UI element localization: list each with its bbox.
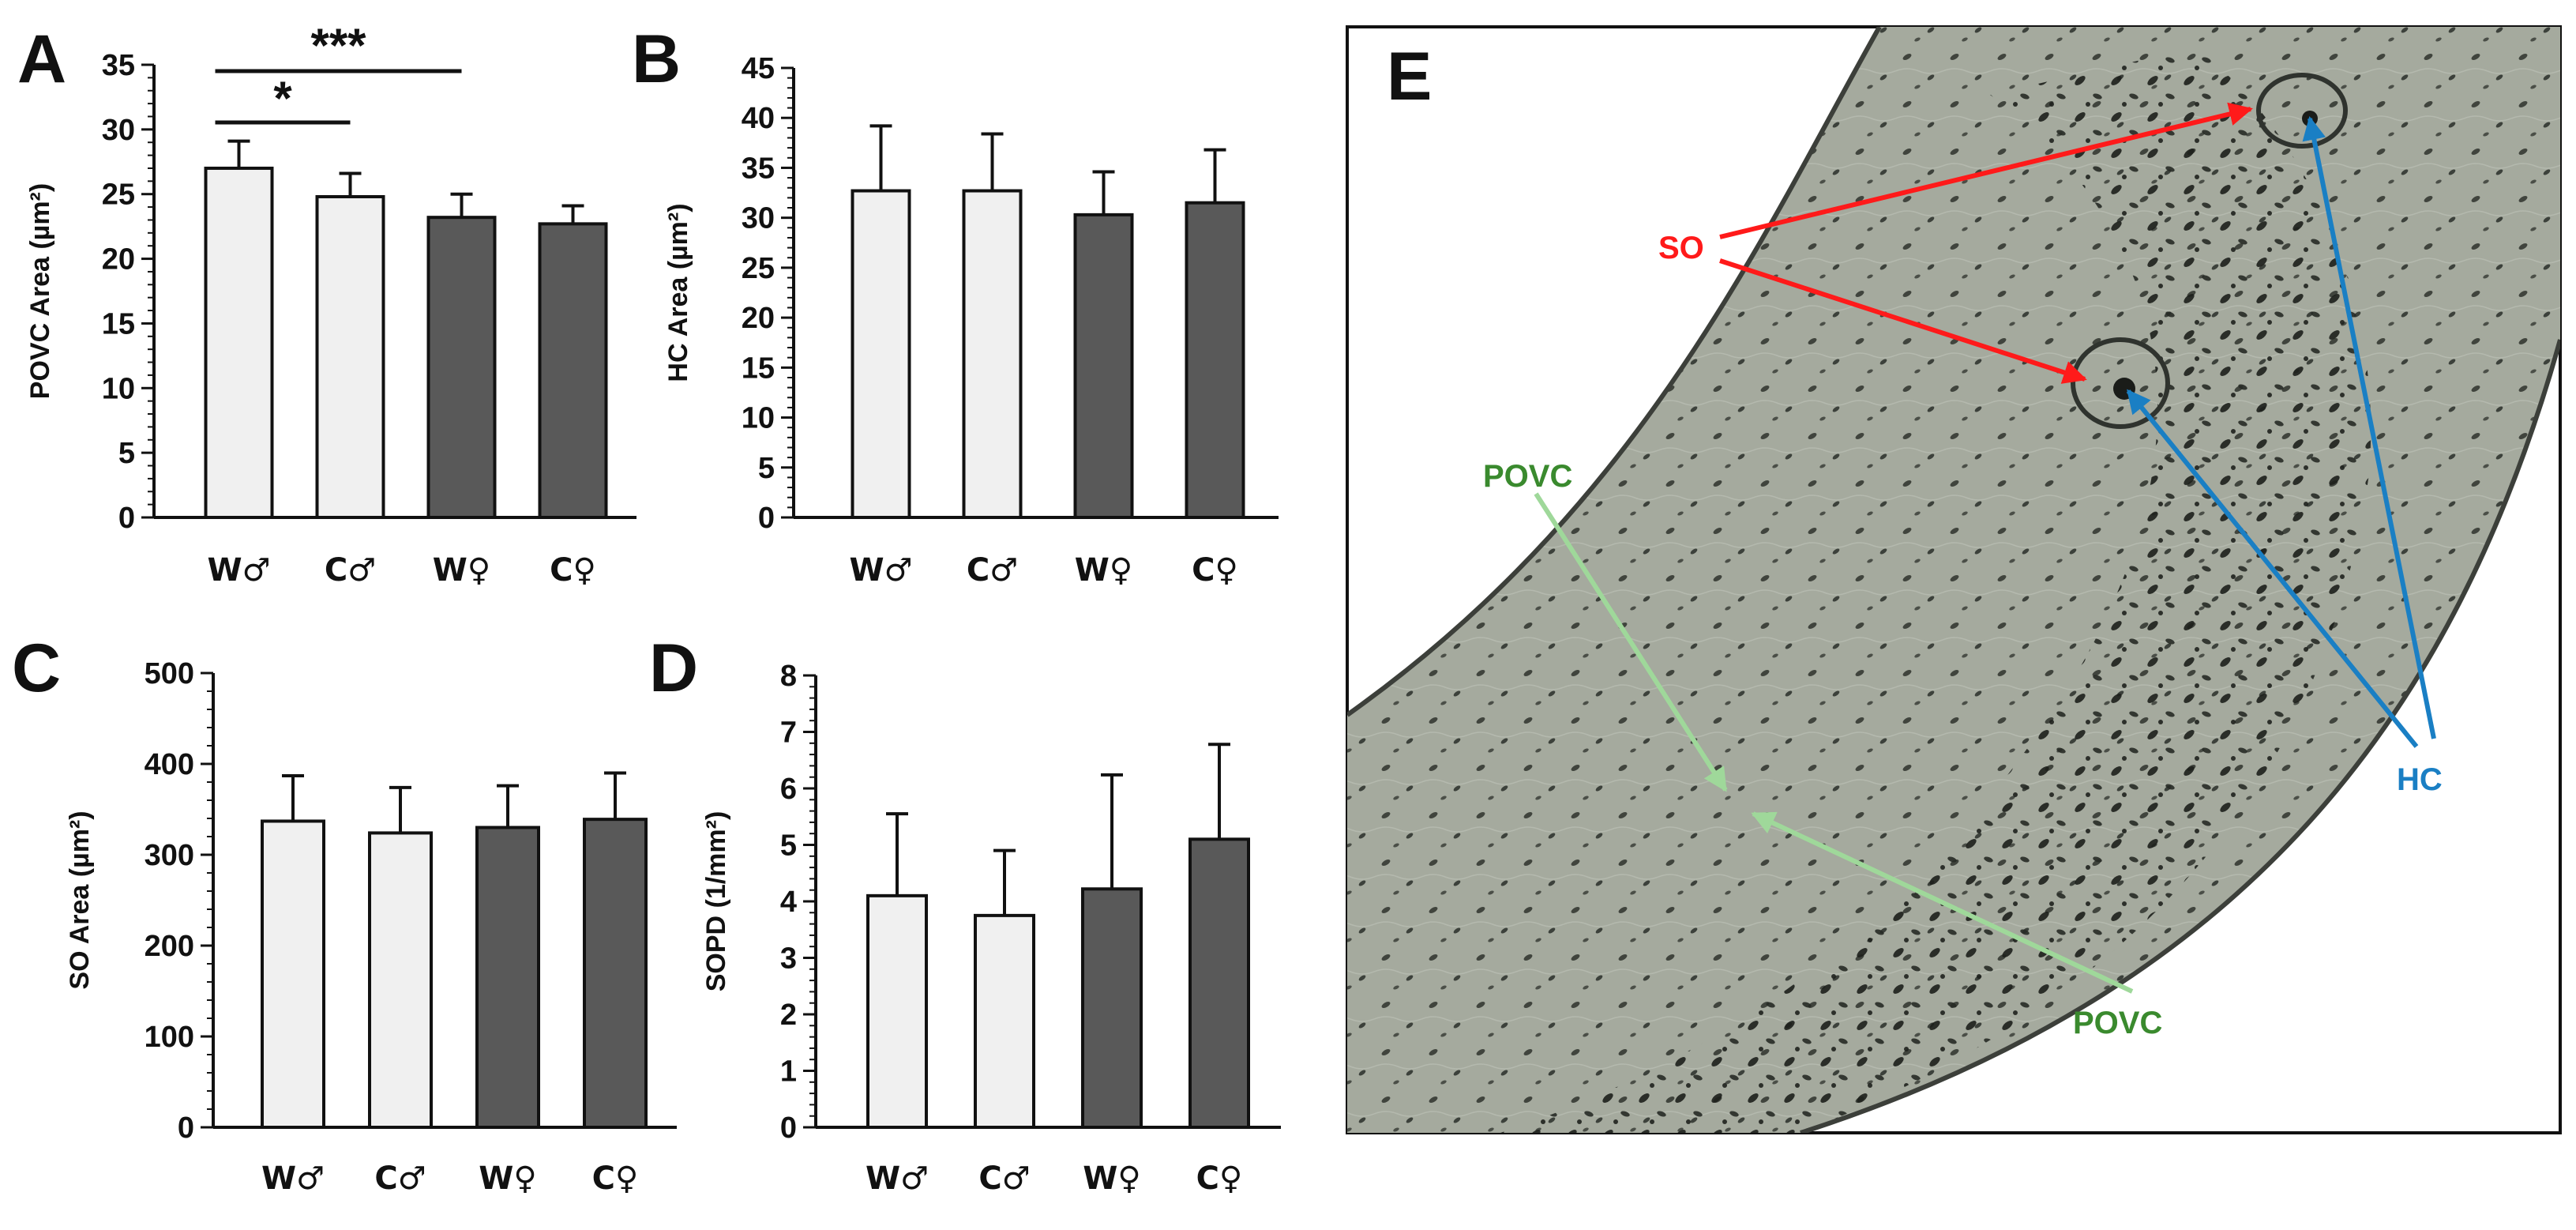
- x-category-label: W♀: [433, 552, 490, 589]
- chart-panel-d: D 0 1 2 3 4 5 6 7 8 SOPD (1/mm²) W♂ C♂ W♀ C♀: [649, 630, 1281, 1197]
- y-tick-label: 15: [742, 352, 775, 385]
- micrograph-panel: E SO HC POVC POVC: [1346, 25, 2562, 1134]
- y-tick-label: 3: [780, 942, 797, 976]
- panel-letter: A: [17, 21, 66, 97]
- y-tick-label: 0: [178, 1112, 194, 1145]
- bar: [204, 166, 274, 519]
- x-category-label: W♂: [261, 1160, 325, 1197]
- y-tick-label: 30: [742, 202, 775, 235]
- x-category-label: C♀: [592, 1160, 639, 1197]
- y-tick-label: 6: [780, 773, 797, 806]
- y-tick-label: 35: [742, 152, 775, 185]
- panel-letter: C: [12, 630, 61, 706]
- y-tick-label: 0: [758, 502, 775, 535]
- panel-letter: D: [649, 630, 698, 706]
- y-tick-label: 400: [145, 748, 194, 781]
- y-tick-label: 200: [145, 930, 194, 963]
- y-tick-label: 20: [742, 302, 775, 335]
- y-tick-label: 1: [780, 1055, 797, 1089]
- bar: [538, 222, 608, 519]
- bar: [974, 913, 1035, 1129]
- bar: [866, 893, 928, 1129]
- y-tick-label: 0: [118, 502, 135, 535]
- y-tick-label: 0: [780, 1112, 797, 1145]
- bar: [1185, 201, 1245, 519]
- so-arrow-top: [1719, 102, 2253, 239]
- x-category-label: C♀: [1196, 1160, 1243, 1197]
- y-tick-label: 2: [780, 999, 797, 1032]
- bar: [1081, 887, 1143, 1130]
- x-category-label: W♀: [1083, 1160, 1140, 1197]
- hc-arrow-top: [2302, 116, 2436, 739]
- panel-letter: B: [632, 21, 681, 97]
- y-tick-label: 15: [102, 307, 135, 340]
- y-axis-title: SO Area (µm²): [65, 811, 95, 989]
- hc-label: HC: [2397, 762, 2443, 797]
- povc-label-top: POVC: [1483, 459, 1572, 494]
- y-tick-label: 500: [145, 657, 194, 690]
- bar: [368, 831, 433, 1130]
- osteon-ring-top: [2256, 73, 2348, 149]
- significance-label: *: [273, 72, 292, 125]
- y-tick-label: 100: [145, 1021, 194, 1054]
- y-axis-title: POVC Area (µm²): [25, 183, 55, 399]
- chart-panel-c: C 0 100 200 300 400 500 SO Area (µm²) W♂ C♂ W♀ C♀: [12, 630, 677, 1197]
- x-category-label: C♂: [967, 552, 1018, 589]
- hc-arrow-middle: [2126, 389, 2419, 748]
- x-category-label: W♀: [1075, 552, 1132, 589]
- x-category-label: W♂: [850, 552, 913, 589]
- y-tick-label: 5: [758, 452, 775, 485]
- y-tick-label: 25: [102, 179, 135, 212]
- bone-inner-edge: [1800, 339, 2560, 1133]
- significance-label: ***: [310, 19, 366, 72]
- x-category-label: C♂: [978, 1160, 1030, 1197]
- so-arrow-middle: [1719, 258, 2087, 384]
- chart-panel-b: B 0 5 10 15 20 25 30 35 40 45 HC Area (µm²) W♂ C♂ W♀ C♀: [632, 21, 1279, 589]
- y-tick-label: 25: [742, 252, 775, 285]
- x-category-label: W♂: [866, 1160, 929, 1197]
- y-tick-label: 8: [780, 660, 797, 693]
- povc-arrow-bottom: [1751, 811, 2134, 994]
- osteon-region: [1500, 47, 2371, 1133]
- bar: [583, 818, 648, 1130]
- x-category-label: C♂: [325, 552, 376, 589]
- y-tick-label: 30: [102, 114, 135, 147]
- y-tick-label: 45: [742, 52, 775, 85]
- y-tick-label: 10: [742, 402, 775, 435]
- bar: [315, 194, 385, 519]
- bone-outer-edge: [1347, 27, 1882, 717]
- y-tick-label: 4: [780, 886, 797, 919]
- x-category-label: C♂: [374, 1160, 426, 1197]
- bar: [1188, 837, 1250, 1129]
- y-tick-label: 5: [780, 829, 797, 863]
- panel-letter-e: E: [1387, 39, 1432, 115]
- bar: [475, 826, 540, 1129]
- y-tick-label: 300: [145, 839, 194, 872]
- bar: [261, 819, 325, 1129]
- x-category-label: C♀: [550, 552, 596, 589]
- bar: [426, 216, 497, 519]
- y-tick-label: 7: [780, 717, 797, 750]
- so-label: SO: [1658, 231, 1704, 265]
- y-axis-title: HC Area (µm²): [663, 203, 693, 382]
- y-tick-label: 20: [102, 243, 135, 276]
- x-category-label: W♀: [479, 1160, 536, 1197]
- y-axis-title: SOPD (1/mm²): [701, 811, 731, 992]
- y-tick-label: 5: [118, 437, 135, 470]
- y-tick-label: 40: [742, 102, 775, 135]
- bar: [1073, 213, 1134, 519]
- povc-label-bottom: POVC: [2073, 1006, 2162, 1040]
- bar: [851, 189, 911, 519]
- y-tick-label: 35: [102, 49, 135, 82]
- povc-arrow-top: [1534, 492, 1728, 792]
- x-category-label: C♀: [1192, 552, 1238, 589]
- x-category-label: W♂: [208, 552, 271, 589]
- bar: [962, 189, 1023, 519]
- y-tick-label: 10: [102, 372, 135, 405]
